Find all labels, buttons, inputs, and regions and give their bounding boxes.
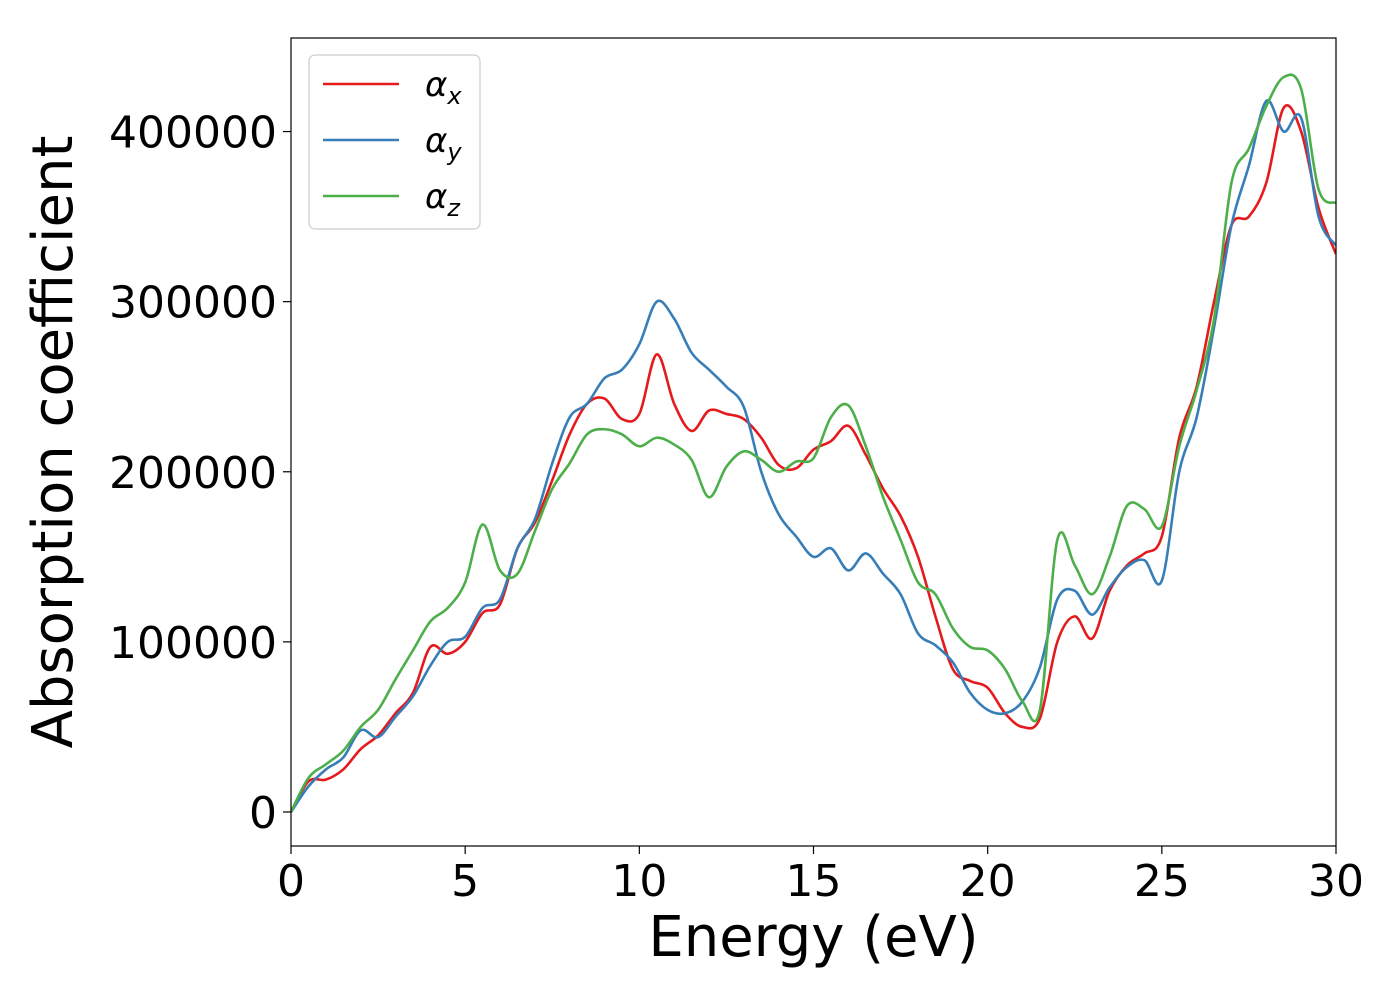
y-tick-label: 400000 — [109, 108, 277, 159]
x-tick-label: 5 — [451, 856, 479, 907]
legend-label-subscript: x — [446, 82, 462, 110]
legend-label-x: αx — [425, 65, 462, 110]
y-tick-label: 0 — [249, 788, 277, 839]
x-tick-label: 0 — [277, 856, 305, 907]
legend-frame — [308, 54, 481, 230]
legend-label-symbol: α — [425, 121, 447, 161]
legend-label-z: αz — [425, 177, 461, 222]
x-tick-label: 15 — [786, 856, 842, 907]
legend-label-subscript: z — [446, 194, 461, 222]
y-tick-label: 100000 — [109, 618, 277, 669]
y-tick-label: 200000 — [109, 448, 277, 499]
x-tick-label: 10 — [611, 856, 667, 907]
y-axis-label: Absorption coefficient — [21, 136, 86, 749]
x-tick-label: 25 — [1134, 856, 1190, 907]
legend-label-symbol: α — [425, 65, 447, 105]
x-axis-label: Energy (eV) — [648, 905, 978, 970]
x-axis: 0 5 10 15 20 25 30 — [277, 846, 1364, 907]
legend-label-symbol: α — [425, 177, 447, 217]
x-tick-label: 20 — [960, 856, 1016, 907]
x-tick-label: 30 — [1308, 856, 1364, 907]
series-line-y — [291, 99, 1336, 813]
y-tick-label: 300000 — [109, 278, 277, 329]
y-axis: 0 100000 200000 300000 400000 — [109, 108, 291, 839]
legend-label-y: αy — [425, 121, 462, 166]
legend-label-subscript: y — [446, 138, 462, 166]
series-line-z — [291, 73, 1336, 813]
